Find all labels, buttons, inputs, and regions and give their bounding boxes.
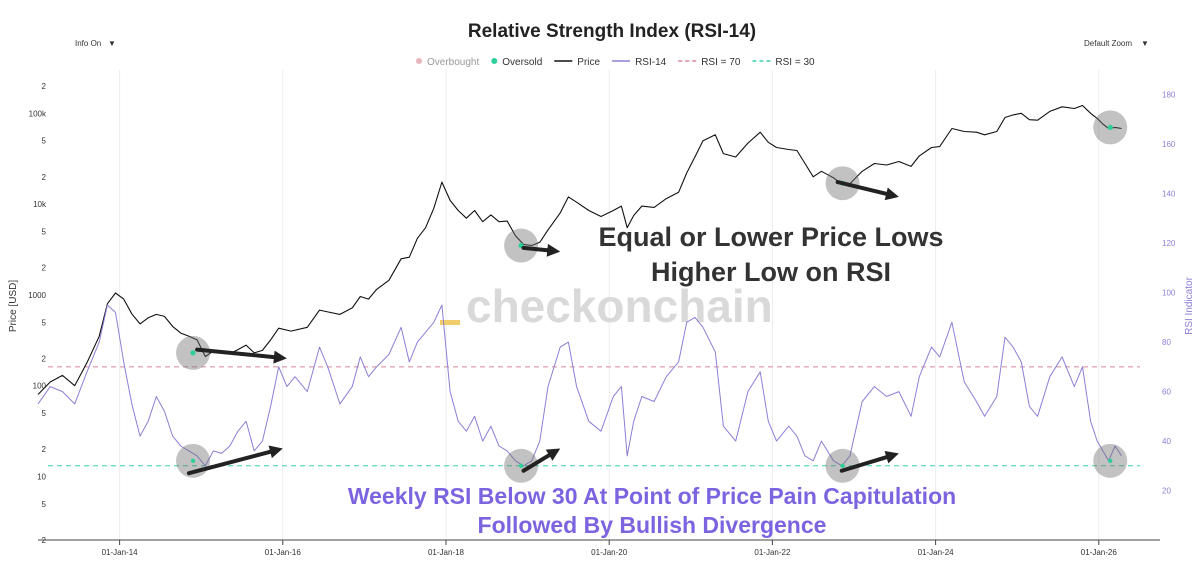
zoom-chevron-down-icon: ▼ xyxy=(1141,39,1149,48)
price-annotation-line-1: Equal or Lower Price Lows xyxy=(598,222,943,252)
oversold-rsi-point xyxy=(1108,458,1113,464)
legend-item-5: RSI = 30 xyxy=(752,57,815,68)
y-left-tick-label: 2 xyxy=(42,173,47,182)
y-left-axis-label: Price [USD] xyxy=(8,280,19,332)
y-right-axis-label: RSI Indicator xyxy=(1184,276,1195,334)
x-tick-label: 01-Jan-18 xyxy=(428,548,465,557)
price-annotation-line-2: Higher Low on RSI xyxy=(651,257,891,287)
grid xyxy=(119,70,1100,540)
legend-item-1: Oversold xyxy=(491,57,542,68)
y-left-tick-label: 2 xyxy=(42,264,47,273)
y-right-tick-label: 80 xyxy=(1162,338,1171,347)
trend-arrow xyxy=(839,450,899,473)
rsi-annotation-line-2: Followed By Bullish Divergence xyxy=(478,512,827,538)
x-tick-label: 01-Jan-22 xyxy=(754,548,791,557)
info-chevron-down-icon: ▼ xyxy=(108,39,116,48)
oversold-rsi-point xyxy=(840,463,845,468)
reference-lines xyxy=(48,366,1140,467)
y-left-tick-label: 100k xyxy=(29,109,47,118)
y-right-tick-label: 140 xyxy=(1162,190,1176,199)
arrow-shaft xyxy=(521,453,552,473)
arrow-head xyxy=(884,187,899,201)
y-left-tick-label: 5 xyxy=(42,227,47,236)
arrow-shaft xyxy=(195,347,276,360)
y-left-tick-label: 1000 xyxy=(28,291,46,300)
arrow-shaft xyxy=(186,449,273,476)
y-left-tick-label: 100 xyxy=(33,382,47,391)
oversold-highlights xyxy=(176,110,1128,483)
legend-item-3: RSI-14 xyxy=(612,57,667,68)
legend: Overbought Oversold Price RSI-14 RSI = 70 RSI… xyxy=(416,57,815,68)
oversold-point xyxy=(190,350,196,356)
x-tick-label: 01-Jan-20 xyxy=(591,548,628,557)
arrow-head xyxy=(546,243,561,257)
legend-label: RSI = 30 xyxy=(775,57,815,68)
trend-arrow xyxy=(195,347,287,364)
legend-label: Overbought xyxy=(427,57,479,68)
oversold-point xyxy=(1107,124,1113,130)
legend-label: RSI-14 xyxy=(635,57,667,68)
x-tick-label: 01-Jan-24 xyxy=(918,548,955,557)
trend-arrow xyxy=(521,448,561,473)
y-left-tick-label: 5 xyxy=(42,500,47,509)
legend-item-4: RSI = 70 xyxy=(678,57,741,68)
y-left-tick-label: 2 xyxy=(42,445,47,454)
y-left-tick-label: 5 xyxy=(42,409,47,418)
arrow-shaft xyxy=(835,180,889,196)
y-left-tick-label: 10k xyxy=(33,200,47,209)
y-left-tick-label: 5 xyxy=(42,318,47,327)
legend-label: RSI = 70 xyxy=(701,57,741,68)
arrow-head xyxy=(273,350,287,364)
y-left-tick-label: 5 xyxy=(42,137,47,146)
y-left-tick-label: 2 xyxy=(42,354,47,363)
oversold-rsi-point xyxy=(190,458,196,464)
y-right-tick-label: 120 xyxy=(1162,239,1176,248)
series-line-rsi-14 xyxy=(37,304,1123,467)
trend-arrow xyxy=(186,445,283,476)
legend-item-2: Price xyxy=(554,57,601,68)
y-right-tick-label: 100 xyxy=(1162,289,1176,298)
watermark: checkonchain xyxy=(466,280,773,332)
annotation-arrows xyxy=(186,180,899,476)
watermark-underscore xyxy=(440,320,460,325)
arrow-shaft xyxy=(839,455,889,473)
chart-title: Relative Strength Index (RSI-14) xyxy=(468,21,756,42)
y-right-tick-label: 180 xyxy=(1162,91,1176,100)
legend-item-0: Overbought xyxy=(416,57,479,68)
y-right-tick-label: 160 xyxy=(1162,140,1176,149)
info-toggle[interactable]: Info On ▼ xyxy=(75,39,116,48)
zoom-dropdown-label: Default Zoom xyxy=(1084,39,1132,48)
trend-arrow xyxy=(521,243,561,257)
x-tick-label: 01-Jan-16 xyxy=(265,548,302,557)
y-left-tick-label: 2 xyxy=(42,82,47,91)
arrow-head xyxy=(268,445,283,459)
info-toggle-label: Info On xyxy=(75,39,101,48)
x-tick-label: 01-Jan-26 xyxy=(1081,548,1118,557)
arrow-head xyxy=(884,450,899,464)
rsi-annotation-line-1: Weekly RSI Below 30 At Point of Price Pa… xyxy=(348,483,956,509)
y-right-tick-label: 60 xyxy=(1162,388,1171,397)
legend-swatch-dot xyxy=(416,58,422,64)
legend-swatch-dot xyxy=(491,58,498,64)
y-right-tick-label: 20 xyxy=(1162,487,1171,496)
y-left-tick-label: 10 xyxy=(37,473,46,482)
legend-label: Price xyxy=(577,57,600,68)
oversold-rsi-point xyxy=(518,463,524,468)
arrow-head xyxy=(545,448,561,461)
legend-label: Oversold xyxy=(502,57,542,68)
x-tick-label: 01-Jan-14 xyxy=(102,548,139,557)
trend-arrow xyxy=(835,180,899,201)
arrow-shaft xyxy=(521,245,550,253)
axis-ticks: 01-Jan-14 01-Jan-16 01-Jan-18 01-Jan-20 01-J… xyxy=(28,82,1176,557)
zoom-dropdown[interactable]: Default Zoom ▼ xyxy=(1084,39,1149,48)
y-right-tick-label: 40 xyxy=(1162,437,1171,446)
